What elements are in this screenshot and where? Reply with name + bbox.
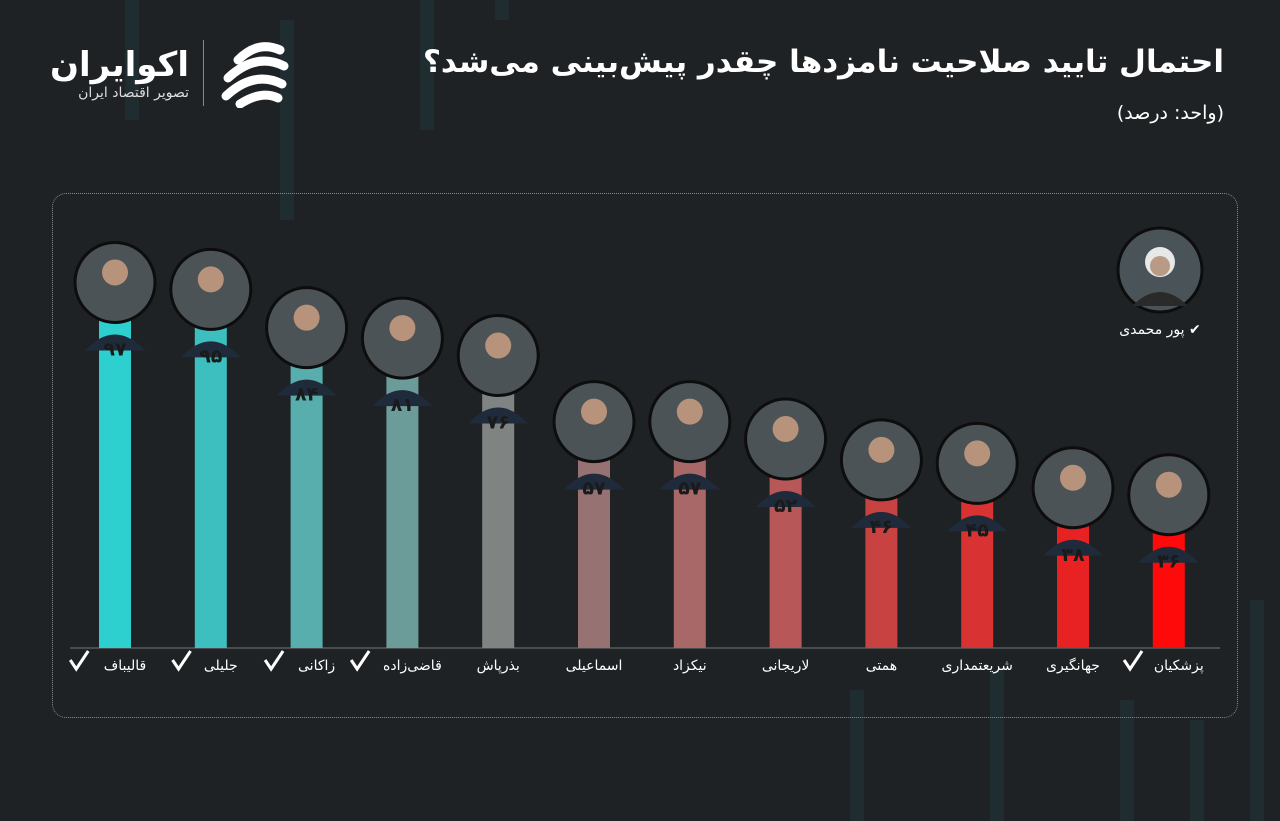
bar bbox=[386, 366, 419, 648]
bar-group: ۵۷ اسماعیلی bbox=[552, 380, 636, 674]
candidate-photo bbox=[456, 314, 540, 424]
check-icon: ✔ bbox=[1189, 322, 1201, 338]
category-label: قاضی‌زاده bbox=[383, 658, 442, 674]
check-icon bbox=[69, 650, 90, 672]
category-label: اسماعیلی bbox=[566, 658, 623, 674]
bar bbox=[1152, 522, 1185, 648]
value-label: ۵۲ bbox=[774, 495, 798, 517]
check-icon bbox=[349, 650, 371, 672]
value-label: ۵۷ bbox=[678, 478, 702, 500]
bar-group: ۴۶ همتی bbox=[839, 418, 923, 674]
candidate-photo bbox=[73, 240, 157, 351]
category-label: بذرپاش bbox=[477, 658, 520, 674]
brand-logo: اکوایران تصویر اقتصاد ایران bbox=[50, 38, 292, 108]
value-label: ۹۵ bbox=[199, 345, 223, 367]
bar-group: ۸۴ زاکانی bbox=[263, 286, 349, 674]
category-label: شریعتمداری bbox=[942, 658, 1013, 674]
brand-mark-icon bbox=[221, 42, 289, 108]
category-label: جهانگیری bbox=[1046, 657, 1100, 674]
candidate-photo bbox=[265, 286, 349, 396]
bar bbox=[961, 491, 994, 648]
value-label: ۸۱ bbox=[391, 394, 414, 416]
candidate-photo bbox=[552, 380, 636, 490]
value-label: ۸۴ bbox=[295, 384, 318, 406]
value-label: ۴۵ bbox=[966, 519, 990, 541]
bar bbox=[194, 317, 227, 648]
extra-candidate: ✔ پور محمدی bbox=[1112, 226, 1208, 338]
category-label: نیکزاد bbox=[673, 658, 707, 674]
chart-panel bbox=[52, 193, 1238, 718]
category-label: جلیلی bbox=[204, 658, 238, 674]
bar-group: ۳۶ پزشکیان bbox=[1122, 453, 1211, 674]
candidate-photo bbox=[744, 397, 828, 508]
value-label: ۹۷ bbox=[103, 338, 127, 360]
bar-group: ۹۵ جلیلی bbox=[169, 247, 253, 674]
check-icon bbox=[1122, 650, 1144, 672]
check-icon bbox=[263, 650, 285, 672]
category-label: پزشکیان bbox=[1154, 658, 1204, 674]
category-label: قالیباف bbox=[104, 658, 146, 674]
value-label: ۳۶ bbox=[1157, 551, 1180, 573]
candidate-photo bbox=[169, 247, 253, 358]
value-label: ۵۷ bbox=[582, 478, 606, 500]
candidate-photo bbox=[839, 418, 923, 528]
extra-candidate-name: پور محمدی bbox=[1119, 322, 1185, 338]
brand-tagline: تصویر اقتصاد ایران bbox=[78, 85, 189, 101]
candidate-photo bbox=[648, 380, 732, 490]
category-label: زاکانی bbox=[298, 658, 335, 674]
category-label: لاریجانی bbox=[762, 658, 810, 674]
value-label: ۷۶ bbox=[487, 412, 510, 434]
candidate-photo bbox=[360, 296, 444, 407]
chart-subtitle: (واحد: درصد) bbox=[1116, 102, 1224, 124]
bar-group: ۵۲ لاریجانی bbox=[744, 397, 828, 674]
bar bbox=[1057, 515, 1089, 648]
bar-group: ۳۸ جهانگیری bbox=[1031, 446, 1115, 674]
candidate-photo bbox=[1116, 226, 1204, 314]
candidate-photo bbox=[1031, 446, 1115, 556]
bar-group: ۹۷ قالیباف bbox=[69, 240, 157, 674]
value-label: ۳۸ bbox=[1061, 544, 1085, 566]
candidate-photo bbox=[935, 421, 1019, 532]
logo-divider bbox=[203, 40, 204, 106]
bar-group: ۵۷ نیکزاد bbox=[648, 380, 732, 674]
check-icon bbox=[171, 650, 192, 672]
bar-group: ۷۶ بذرپاش bbox=[456, 314, 540, 674]
brand-name: اکوایران bbox=[50, 45, 189, 85]
bar-group: ۸۱ قاضی‌زاده bbox=[349, 296, 444, 674]
bar bbox=[290, 355, 323, 648]
candidate-photo bbox=[1127, 453, 1211, 563]
category-label: همتی bbox=[866, 658, 897, 674]
bar-group: ۴۵ شریعتمداری bbox=[935, 421, 1019, 674]
value-label: ۴۶ bbox=[870, 516, 893, 538]
bar bbox=[482, 383, 515, 648]
bar bbox=[99, 310, 131, 648]
chart-title: احتمال تایید صلاحیت نامزدها چقدر پیش‌بین… bbox=[422, 44, 1224, 80]
